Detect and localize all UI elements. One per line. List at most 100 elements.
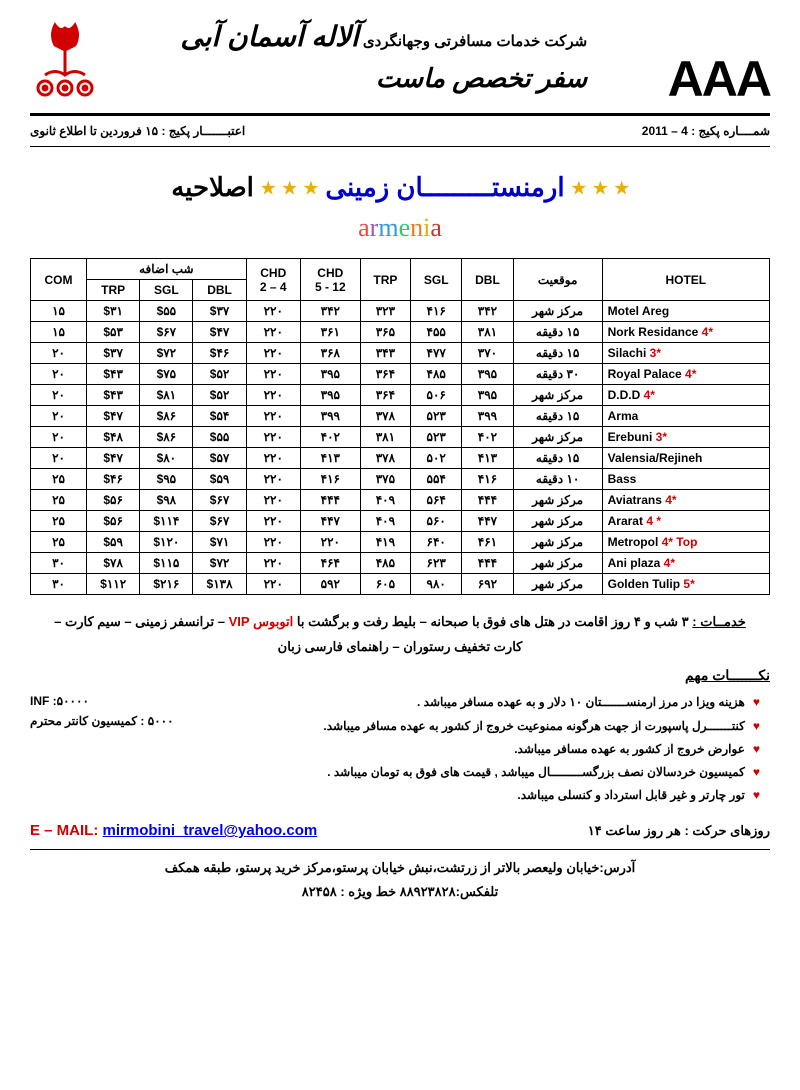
cell-sgl: ۴۷۷ <box>411 343 462 364</box>
cell-chd512: ۴۶۴ <box>300 553 360 574</box>
footer-phones: تلفکس:۸۸۹۲۳۸۲۸ خط ویژه : ۸۲۴۵۸ <box>30 880 770 903</box>
cell-sgl: ۹۸۰ <box>411 574 462 595</box>
note-item: کنتـــــــرل پاسپورت از جهت هرگونه ممنوع… <box>174 717 760 736</box>
cell-sgl: ۵۶۴ <box>411 490 462 511</box>
cell-sgl_e: $۲۱۶ <box>140 574 193 595</box>
cell-location: مرکز شهر <box>513 490 602 511</box>
slogan: سفر تخصص ماست <box>180 63 587 94</box>
cell-com: ۲۵ <box>31 511 87 532</box>
cell-hotel: Royal Palace 4* <box>602 364 769 385</box>
cell-dbl_e: $۵۹ <box>193 469 246 490</box>
th-dbl: DBL <box>462 259 513 301</box>
cell-trp: ۶۰۵ <box>360 574 410 595</box>
cell-trp_e: $۵۶ <box>87 511 140 532</box>
note-item: عوارض خروج از کشور به عهده مسافر میباشد. <box>174 740 760 759</box>
cell-location: مرکز شهر <box>513 532 602 553</box>
cell-com: ۲۰ <box>31 343 87 364</box>
cell-trp: ۳۷۵ <box>360 469 410 490</box>
cell-hotel: Arma <box>602 406 769 427</box>
title-amend: اصلاحیه <box>171 172 254 202</box>
email-link[interactable]: mirmobini_travel@yahoo.com <box>103 822 318 839</box>
cell-hotel: Bass <box>602 469 769 490</box>
validity-label: اعتبـــــــار پکیج : <box>161 124 245 138</box>
cell-dbl: ۴۴۴ <box>462 553 513 574</box>
cell-chd24: ۲۲۰ <box>246 364 300 385</box>
th-chd512: CHD5 - 12 <box>300 259 360 301</box>
cell-trp_e: $۴۷ <box>87 448 140 469</box>
table-row: ۳۰$۷۸$۱۱۵$۷۲۲۲۰۴۶۴۴۸۵۶۲۳۴۴۴مرکز شهرAni p… <box>31 553 770 574</box>
cell-trp_e: $۳۷ <box>87 343 140 364</box>
th-com: COM <box>31 259 87 301</box>
cell-trp_e: $۴۸ <box>87 427 140 448</box>
th-dbl-e: DBL <box>193 280 246 301</box>
cell-location: مرکز شهر <box>513 553 602 574</box>
cell-chd24: ۲۲۰ <box>246 553 300 574</box>
cell-location: ۱۵ دقیقه <box>513 406 602 427</box>
cell-chd512: ۴۰۲ <box>300 427 360 448</box>
cell-dbl: ۳۹۹ <box>462 406 513 427</box>
cell-hotel: Silachi 3* <box>602 343 769 364</box>
cell-sgl_e: $۹۵ <box>140 469 193 490</box>
cell-dbl: ۴۱۳ <box>462 448 513 469</box>
table-row: ۲۰$۳۷$۷۲$۴۶۲۲۰۳۶۸۳۴۳۴۷۷۳۷۰۱۵ دقیقهSilach… <box>31 343 770 364</box>
footer-address: آدرس:خیابان ولیعصر بالاتر از زرتشت،نبش خ… <box>30 856 770 879</box>
cell-trp_e: $۵۳ <box>87 322 140 343</box>
validity: ۱۵ فروردین تا اطلاع ثانوی <box>30 124 158 138</box>
cell-hotel: D.D.D 4* <box>602 385 769 406</box>
cell-chd512: ۴۴۷ <box>300 511 360 532</box>
cell-trp: ۴۰۹ <box>360 490 410 511</box>
cell-hotel: Motel Areg <box>602 301 769 322</box>
table-row: ۲۵$۴۶$۹۵$۵۹۲۲۰۴۱۶۳۷۵۵۵۴۴۱۶۱۰ دقیقهBass <box>31 469 770 490</box>
header: شرکت خدمات مسافرتی وجهانگردی آلاله آسمان… <box>30 20 770 116</box>
package-no: 4 – 2011 <box>642 124 688 138</box>
table-row: ۲۵$۵۶$۹۸$۶۷۲۲۰۴۴۴۴۰۹۵۶۴۴۴۴مرکز شهرAviatr… <box>31 490 770 511</box>
cell-sgl: ۴۸۵ <box>411 364 462 385</box>
cell-sgl_e: $۹۸ <box>140 490 193 511</box>
cell-trp_e: $۴۶ <box>87 469 140 490</box>
th-chd24: CHD2 – 4 <box>246 259 300 301</box>
cell-com: ۱۵ <box>31 301 87 322</box>
cell-sgl_e: $۱۱۵ <box>140 553 193 574</box>
th-trp: TRP <box>360 259 410 301</box>
departure: روزهای حرکت : هر روز ساعت ۱۴ <box>588 823 770 839</box>
cell-trp: ۴۰۹ <box>360 511 410 532</box>
cell-chd24: ۲۲۰ <box>246 427 300 448</box>
cell-chd24: ۲۲۰ <box>246 490 300 511</box>
cell-chd24: ۲۲۰ <box>246 322 300 343</box>
cell-chd24: ۲۲۰ <box>246 406 300 427</box>
com-val: ۵۰۰۰ : <box>140 714 173 728</box>
cell-hotel: Ani plaza 4* <box>602 553 769 574</box>
cell-hotel: Ararat 4 * <box>602 511 769 532</box>
table-row: ۱۵$۳۱$۵۵$۳۷۲۲۰۳۴۲۳۲۳۴۱۶۳۴۲مرکز شهرMotel … <box>31 301 770 322</box>
cell-trp: ۳۷۸ <box>360 406 410 427</box>
table-row: ۱۵$۵۳$۶۷$۴۷۲۲۰۳۶۱۳۶۵۴۵۵۳۸۱۱۵ دقیقهNork R… <box>31 322 770 343</box>
cell-dbl: ۴۴۷ <box>462 511 513 532</box>
cell-com: ۲۵ <box>31 532 87 553</box>
armenia-logo: armenia <box>30 213 770 243</box>
cell-dbl_e: $۵۲ <box>193 385 246 406</box>
cell-trp: ۴۱۹ <box>360 532 410 553</box>
cell-chd512: ۳۹۵ <box>300 364 360 385</box>
cell-sgl_e: $۷۵ <box>140 364 193 385</box>
cell-sgl_e: $۸۶ <box>140 427 193 448</box>
services-text-1a: ۳ شب و ۴ روز اقامت در هتل های فوق با صبح… <box>297 614 689 629</box>
cell-chd512: ۳۶۸ <box>300 343 360 364</box>
note-item: کمیسیون خردسالان نصف بزرگســـــــــال می… <box>174 763 760 782</box>
cell-trp_e: $۵۶ <box>87 490 140 511</box>
table-row: ۲۰$۴۷$۸۰$۵۷۲۲۰۴۱۳۳۷۸۵۰۲۴۱۳۱۵ دقیقهValens… <box>31 448 770 469</box>
side-info: INF :۵۰۰۰۰ ۵۰۰۰ : کمیسیون کانتر محترم <box>30 684 174 728</box>
table-row: ۲۰$۴۷$۸۶$۵۴۲۲۰۳۹۹۳۷۸۵۲۳۳۹۹۱۵ دقیقهArma <box>31 406 770 427</box>
cell-hotel: Nork Residance 4* <box>602 322 769 343</box>
com-label: کمیسیون کانتر محترم <box>30 714 137 728</box>
cell-sgl: ۵۲۳ <box>411 427 462 448</box>
cell-chd512: ۴۱۶ <box>300 469 360 490</box>
notes-title: نکـــــــات مهم <box>30 667 770 684</box>
cell-sgl_e: $۸۱ <box>140 385 193 406</box>
cell-location: مرکز شهر <box>513 385 602 406</box>
cell-com: ۲۵ <box>31 490 87 511</box>
cell-chd24: ۲۲۰ <box>246 511 300 532</box>
cell-trp: ۳۶۴ <box>360 385 410 406</box>
email-label: E – MAIL: <box>30 822 103 839</box>
services-text-1b: – ترانسفر زمینی – سیم کارت – <box>54 614 225 629</box>
cell-trp: ۳۸۱ <box>360 427 410 448</box>
